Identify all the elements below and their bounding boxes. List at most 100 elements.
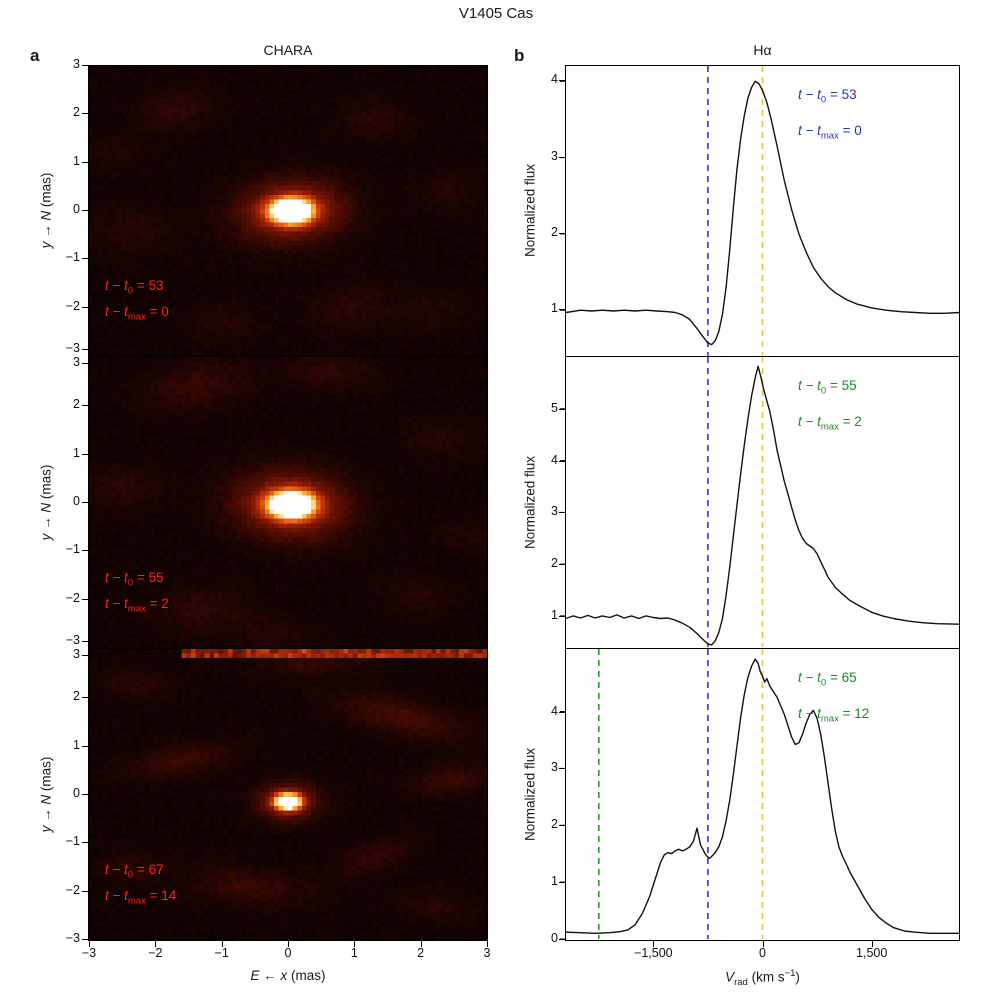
y-tick-mark (82, 65, 88, 66)
y-tick-label: 1 (551, 301, 558, 316)
panel-b-title: Hα (753, 42, 772, 58)
y-tick-label: 4 (551, 703, 558, 718)
y-tick-mark (559, 564, 565, 566)
y-tick-label: −3 (65, 341, 80, 355)
x-tick-label: −1 (214, 946, 229, 960)
y-tick-mark (559, 309, 565, 311)
y-tick-mark (559, 80, 565, 82)
y-tick-mark (82, 842, 88, 844)
x-tick-mark (354, 941, 356, 947)
y-tick-mark (82, 363, 88, 364)
y-tick-mark (559, 939, 565, 940)
image-1-annotation: t − t0 = 53 t − tmax = 0 (105, 275, 169, 328)
y-tick-label: 4 (551, 72, 558, 87)
y-tick-label: 1 (73, 445, 80, 460)
x-tick-mark (762, 941, 764, 947)
y-tick-mark (82, 794, 88, 795)
annotation-tmax: t − tmax = 2 (798, 413, 862, 433)
x-tick-label: −1,500 (634, 946, 673, 960)
y-tick-label: 2 (73, 689, 80, 704)
y-tick-mark (82, 349, 88, 350)
y-tick-label: 2 (551, 224, 558, 239)
x-tick-label: 2 (417, 946, 425, 960)
spectrum-plot-1 (560, 66, 960, 356)
y-tick-label: 2 (551, 817, 558, 832)
y-tick-mark (82, 405, 88, 407)
spectrum-curve (565, 365, 960, 646)
x-tick-mark (653, 941, 655, 947)
panel-a2-ylabel: y → N (mas) (38, 464, 54, 541)
y-tick-label: 0 (551, 931, 558, 945)
x-tick-mark (420, 941, 422, 947)
x-tick-label: −2 (148, 946, 163, 960)
y-tick-label: 1 (73, 153, 80, 168)
panel-b-label: b (514, 46, 525, 65)
image-3-annotation: t − t0 = 67 t − tmax = 14 (105, 859, 176, 912)
annotation-tmax: t − tmax = 12 (798, 705, 870, 725)
y-tick-label: 3 (73, 647, 80, 661)
panel-b-xlabel: Vrad (km s−1) (725, 968, 800, 989)
spectrum-3-annotation: t − t0 = 65 t − tmax = 12 (798, 663, 869, 734)
panel-a1-ylabel: y → N (mas) (38, 172, 54, 249)
y-tick-mark (559, 615, 565, 617)
y-tick-label: 1 (73, 737, 80, 752)
y-tick-label: −1 (65, 250, 80, 265)
spectrum-curve (565, 80, 960, 346)
x-tick-mark (221, 941, 223, 947)
y-tick-label: −1 (65, 834, 80, 849)
y-tick-label: 2 (551, 556, 558, 571)
y-tick-mark (559, 825, 565, 827)
spectrum-panel-2: t − t0 = 55 t − tmax = 2 (560, 357, 960, 649)
spectrum-panel-1: t − t0 = 53 t − tmax = 0 (560, 65, 960, 357)
annotation-tmax: t − tmax = 2 (105, 596, 169, 615)
y-tick-mark (559, 408, 565, 410)
x-tick-mark (288, 941, 289, 947)
y-tick-mark (82, 598, 88, 600)
y-tick-label: 0 (73, 494, 80, 508)
y-tick-mark (82, 697, 88, 699)
x-tick-label: 0 (284, 946, 292, 960)
y-tick-mark (559, 711, 565, 713)
y-tick-mark (82, 939, 88, 940)
panel-a-title: CHARA (263, 42, 313, 58)
y-tick-mark (559, 232, 565, 234)
y-tick-mark (559, 460, 565, 462)
y-tick-mark (82, 745, 88, 747)
annotation-t0: t − t0 = 55 (798, 378, 857, 397)
spectrum-curve (565, 658, 959, 934)
annotation-t0: t − t0 = 55 (105, 569, 164, 589)
y-tick-label: 2 (73, 105, 80, 120)
x-tick-mark (487, 941, 488, 947)
chara-image-panel-3: t − t0 = 67 t − tmax = 14 (88, 649, 488, 941)
y-tick-label: 3 (551, 504, 558, 519)
y-tick-label: −2 (65, 298, 80, 313)
panel-a-xlabel: E ← x (mas) (250, 968, 326, 983)
y-tick-mark (82, 550, 88, 552)
y-tick-mark (82, 502, 88, 503)
y-tick-label: 1 (551, 874, 558, 889)
figure-title: V1405 Cas (458, 5, 534, 22)
spectrum-plot-2 (560, 357, 960, 647)
x-tick-label: 1 (350, 946, 358, 960)
spectrum-panel-3: t − t0 = 65 t − tmax = 12 (560, 649, 960, 941)
y-tick-label: −1 (65, 542, 80, 557)
y-tick-label: 3 (551, 148, 558, 163)
y-tick-label: 3 (73, 57, 80, 71)
y-tick-label: 4 (551, 452, 558, 467)
y-tick-mark (82, 210, 88, 211)
x-tick-label: 0 (759, 946, 766, 960)
chara-image-panel-1: t − t0 = 53 t − tmax = 0 (88, 65, 488, 357)
x-tick-mark (89, 941, 90, 947)
annotation-t0: t − t0 = 53 (798, 87, 857, 106)
x-tick-mark (871, 941, 873, 947)
annotation-t0: t − t0 = 53 (105, 277, 164, 297)
y-tick-label: −2 (65, 882, 80, 897)
x-tick-mark (155, 941, 157, 947)
y-tick-label: 1 (551, 607, 558, 622)
image-2-annotation: t − t0 = 55 t − tmax = 2 (105, 567, 169, 620)
annotation-tmax: t − tmax = 0 (105, 304, 169, 323)
panel-a3-ylabel: y → N (mas) (38, 756, 54, 833)
spectrum-2-annotation: t − t0 = 55 t − tmax = 2 (798, 371, 862, 442)
panel-b3-ylabel: Normalized flux (522, 747, 538, 842)
y-tick-label: 3 (551, 760, 558, 775)
